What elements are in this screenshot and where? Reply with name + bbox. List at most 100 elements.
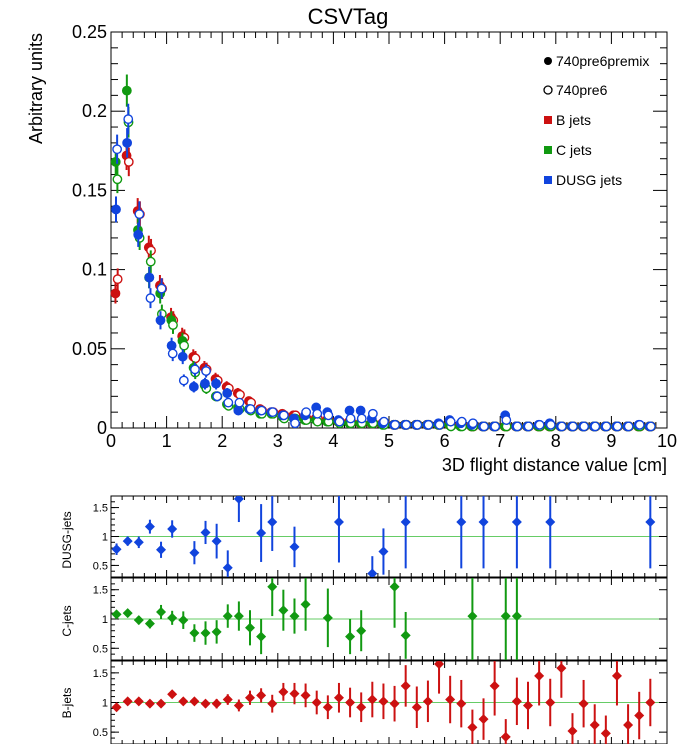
legend-label: 740pre6premix	[556, 53, 649, 69]
x-tick-label: 8	[551, 431, 561, 451]
ratio-marker	[600, 728, 611, 739]
ratio-marker	[156, 544, 167, 555]
ratio-marker	[545, 517, 556, 528]
y-tick-label: 0.15	[72, 180, 107, 200]
ratio-marker	[267, 517, 278, 528]
data-point-marker	[401, 419, 412, 430]
x-tick-label: 1	[162, 431, 172, 451]
ratio-marker	[156, 606, 167, 617]
ratio-y-tick-label: 0.5	[93, 560, 108, 572]
ratio-marker	[189, 628, 200, 639]
data-point-marker	[190, 353, 201, 364]
ratio-y-tick-label: 0.5	[93, 643, 108, 655]
ratio-marker	[256, 528, 267, 539]
data-point-marker	[279, 410, 289, 421]
ratio-marker	[267, 698, 278, 709]
data-point-marker	[323, 410, 334, 421]
chart-title: CSVTag	[308, 4, 389, 29]
ratio-marker	[467, 611, 478, 622]
ratio-marker	[489, 680, 500, 691]
data-point-marker	[645, 421, 656, 432]
ratio-marker	[500, 611, 511, 622]
data-point-marker	[201, 366, 211, 376]
data-point-marker	[312, 408, 323, 419]
data-point-marker	[233, 405, 244, 416]
data-point-marker	[190, 364, 200, 375]
ratio-panel-dusg: 0.5 1 1.5	[93, 495, 668, 578]
data-point-marker	[490, 421, 501, 432]
data-point-marker	[133, 229, 144, 240]
ratio-marker	[233, 611, 244, 622]
data-point-marker	[211, 378, 221, 389]
main-x-axis-label: 3D flight distance value [cm]	[442, 455, 667, 475]
ratio-marker	[445, 694, 456, 705]
data-point-marker	[456, 416, 467, 427]
data-point-marker	[168, 320, 178, 330]
ratio-marker	[367, 694, 378, 705]
ratio-marker	[200, 698, 211, 709]
ratio-marker	[333, 692, 344, 703]
data-point-marker	[612, 421, 623, 432]
x-tick-label: 10	[657, 431, 677, 451]
y-tick-label: 0.25	[72, 22, 107, 42]
x-tick-label: 7	[495, 431, 505, 451]
ratio-marker	[333, 517, 344, 528]
ratio-y-tick-label: 1.5	[93, 585, 108, 597]
ratio-marker	[411, 702, 422, 713]
main-y-axis-label: Arbitrary units	[26, 33, 46, 144]
ratio-marker	[289, 541, 300, 552]
x-tick-label: 5	[384, 431, 394, 451]
data-point-marker	[123, 156, 134, 167]
ratio-marker	[278, 686, 289, 697]
data-point-marker	[111, 204, 121, 215]
ratio-marker	[322, 702, 333, 713]
ratio-marker	[389, 581, 400, 592]
ratio-marker	[200, 527, 211, 538]
ratio-marker	[222, 611, 233, 622]
data-point-marker	[501, 415, 512, 425]
legend-marker-square	[544, 146, 552, 154]
ratio-marker	[611, 670, 622, 681]
ratio-marker	[367, 568, 378, 577]
data-point-marker	[223, 397, 234, 408]
data-point-marker	[156, 283, 167, 294]
ratio-marker	[133, 537, 144, 548]
ratio-marker	[567, 725, 578, 736]
ratio-marker	[167, 612, 178, 623]
ratio-marker	[233, 700, 244, 711]
data-point-marker	[301, 407, 312, 418]
data-point-marker	[122, 137, 133, 148]
data-point-marker	[212, 391, 223, 402]
data-point-marker	[523, 421, 534, 432]
x-tick-label: 2	[217, 431, 227, 451]
ratio-marker	[589, 720, 600, 731]
legend-marker-square	[544, 176, 552, 184]
ratio-marker	[256, 631, 267, 642]
data-point-marker	[112, 274, 123, 285]
ratio-marker	[556, 663, 567, 674]
ratio-marker	[144, 521, 155, 532]
data-point-marker	[110, 288, 121, 299]
ratio-marker	[267, 581, 278, 592]
data-point-marker	[144, 272, 155, 283]
ratio-marker	[434, 661, 445, 669]
ratio-y-tick-label: 1.5	[93, 503, 108, 515]
ratio-marker	[500, 731, 511, 742]
ratio-marker	[511, 517, 522, 528]
ratio-marker	[111, 609, 122, 620]
data-point-marker	[345, 413, 356, 424]
ratio-marker	[456, 698, 467, 709]
ratio-marker	[389, 698, 400, 709]
ratio-marker	[300, 690, 311, 701]
ratio-marker	[378, 696, 389, 707]
data-point-marker	[234, 397, 245, 408]
x-tick-label: 3	[273, 431, 283, 451]
ratio-marker	[645, 697, 656, 708]
data-point-marker	[634, 419, 645, 430]
ratio-marker	[144, 698, 155, 709]
x-tick-label: 9	[606, 431, 616, 451]
data-point-marker	[245, 404, 256, 414]
ratio-marker	[167, 689, 178, 700]
ratio-marker	[478, 517, 489, 528]
